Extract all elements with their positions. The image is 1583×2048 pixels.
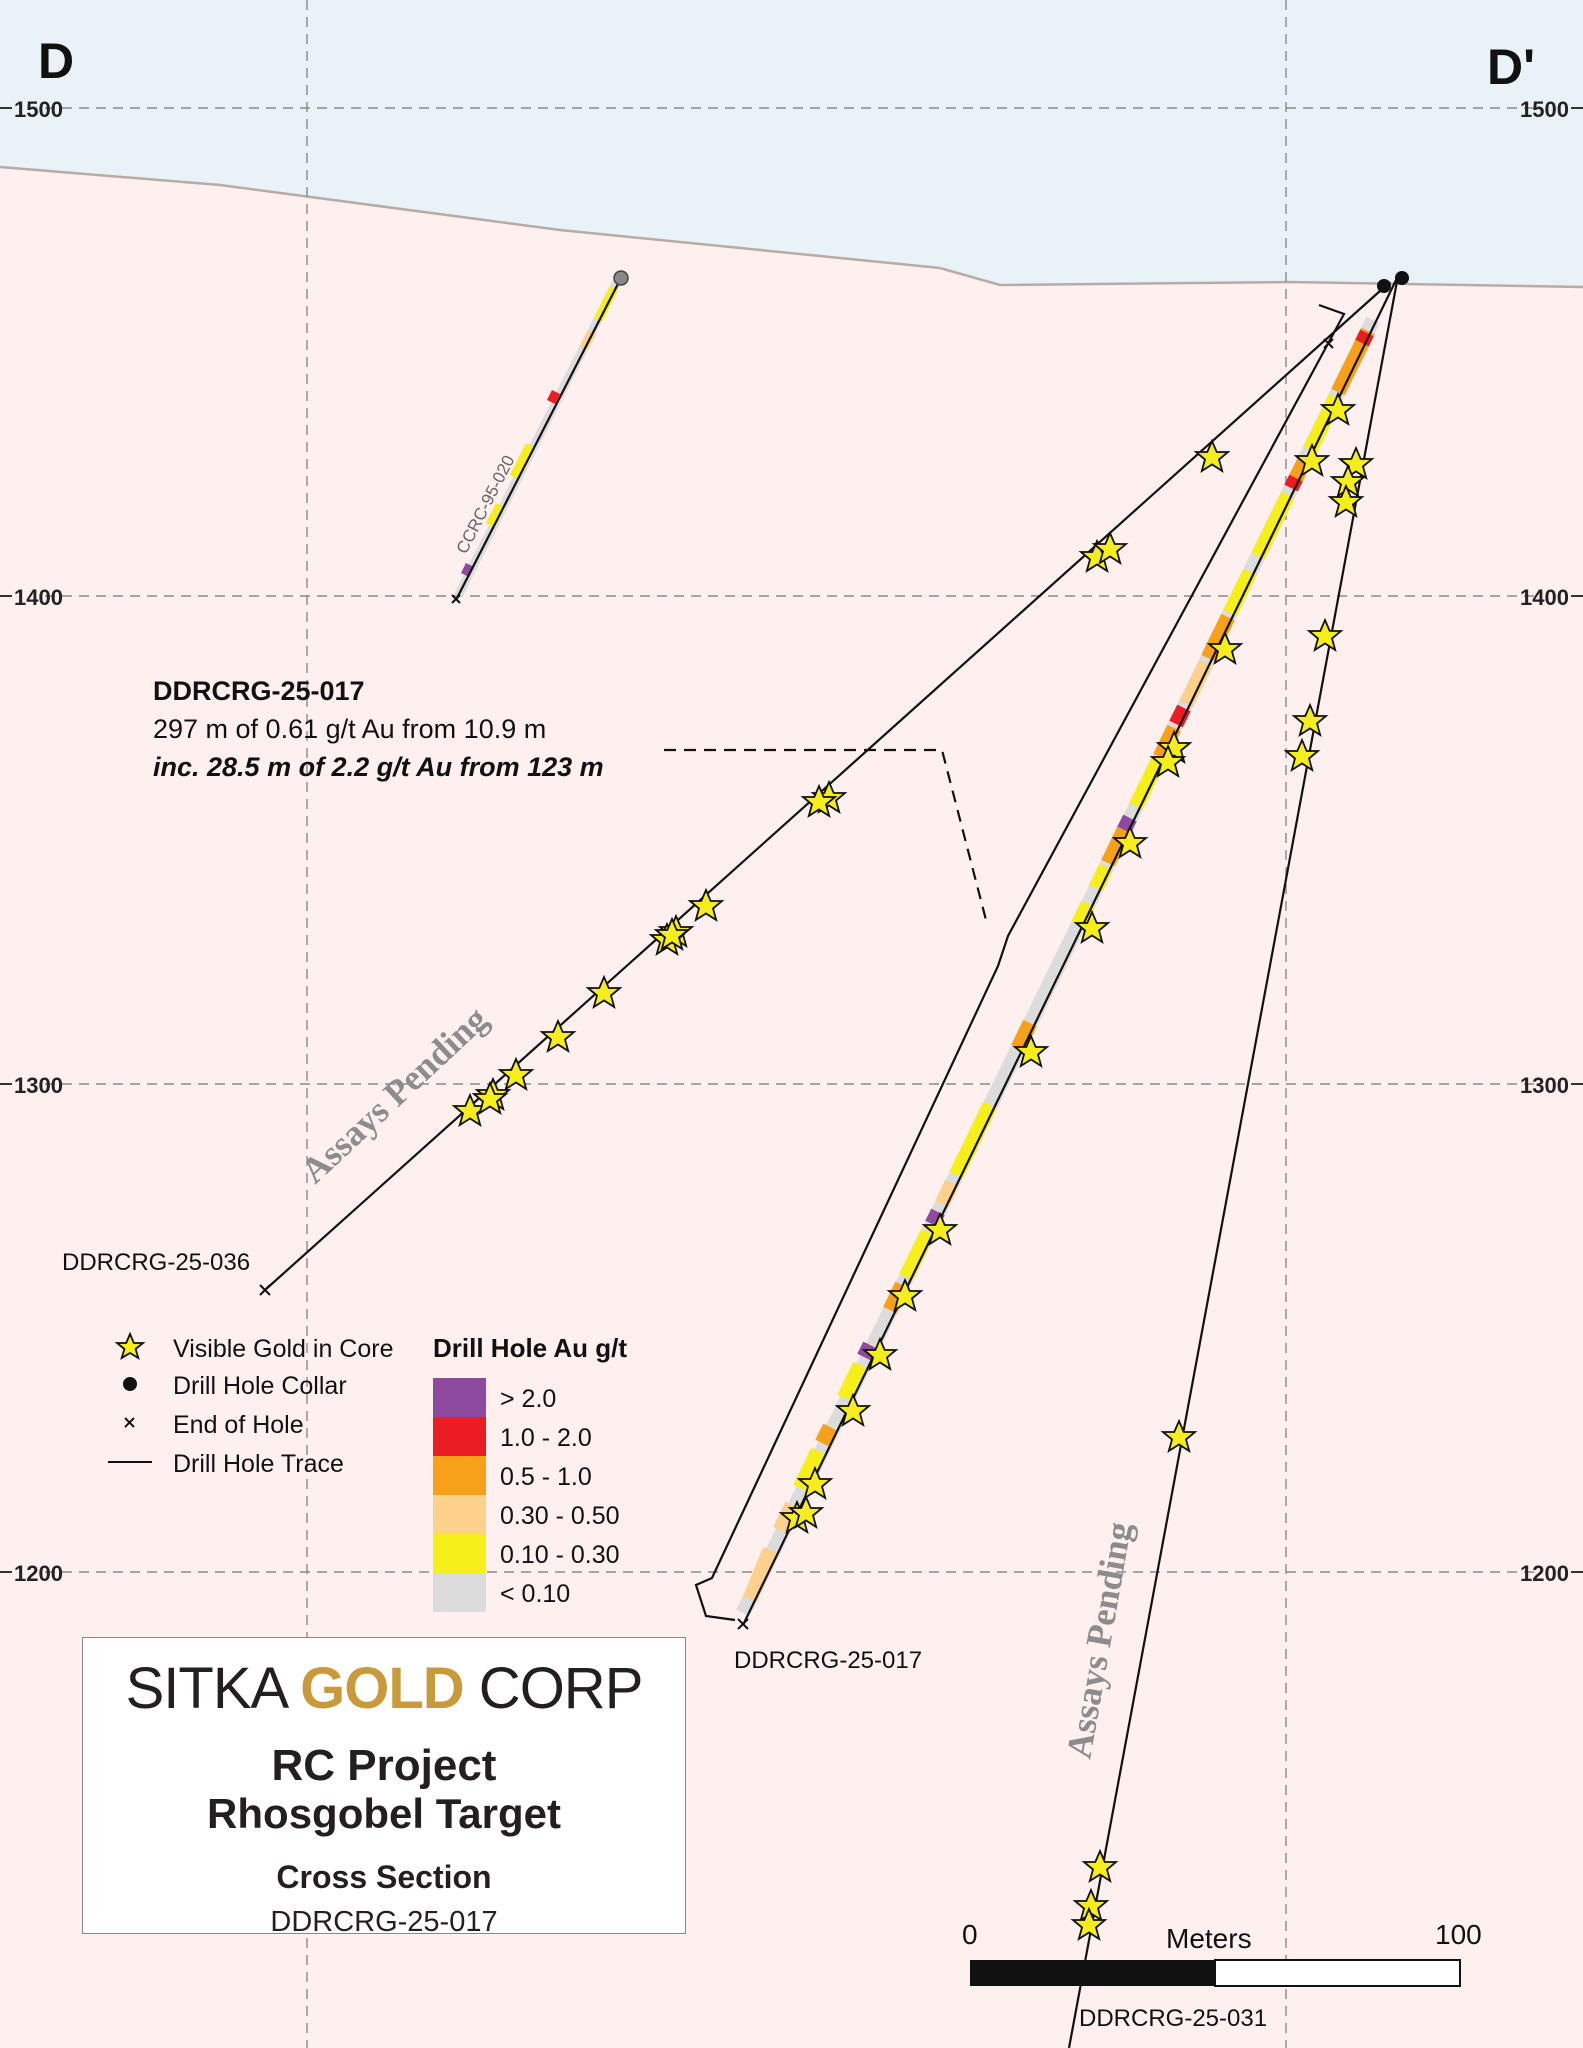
gold-star-marker [497, 1056, 535, 1092]
gold-star-marker [1193, 438, 1231, 474]
grid-ticks [0, 107, 1583, 1573]
gold-star-marker [861, 1336, 899, 1372]
gold-star-marker [1319, 391, 1357, 427]
grade-swatch [433, 1417, 486, 1456]
grade-swatch [433, 1573, 486, 1612]
gold-star-marker [653, 916, 691, 952]
grade-swatch [433, 1378, 486, 1417]
elev-label-right: 1500 [1520, 97, 1569, 122]
gold-star-marker [787, 1494, 825, 1530]
collar-dot-icon [123, 1377, 137, 1391]
elev-label-left: 1400 [14, 585, 63, 610]
gold-star-marker [1327, 483, 1365, 519]
elev-label-left: 1500 [14, 97, 63, 122]
elev-label-right: 1300 [1520, 1073, 1569, 1098]
grade-swatch [433, 1495, 486, 1534]
intercept-line1: 297 m of 0.61 g/t Au from 10.9 m [153, 714, 546, 744]
grade-swatches [433, 1378, 486, 1612]
grade-label: > 2.0 [500, 1385, 556, 1413]
gold-star-marker [1081, 1848, 1119, 1884]
intercept-title: DDRCRG-25-017 [153, 676, 365, 706]
visible-gold-stars [451, 391, 1375, 1942]
grade-label: 0.10 - 0.30 [500, 1541, 620, 1569]
gold-star-marker [1283, 737, 1321, 773]
grade-label: 0.5 - 1.0 [500, 1463, 592, 1491]
section-type: Cross Section [276, 1858, 492, 1895]
gold-star-marker [834, 1392, 872, 1428]
section-hole-id: DDRCRG-25-017 [270, 1905, 498, 1938]
gold-star-marker [1160, 1418, 1198, 1454]
topography-line [0, 165, 1583, 289]
legend-label: End of Hole [173, 1411, 304, 1439]
logo-part: CORP [463, 1656, 644, 1721]
elev-label-left: 1300 [14, 1073, 63, 1098]
intercept-line2: inc. 28.5 m of 2.2 g/t Au from 123 m [153, 752, 604, 782]
scale-bar: 0 Meters 100 [962, 1919, 1482, 1987]
grade-swatch [433, 1534, 486, 1573]
elev-label-left: 1200 [14, 1561, 63, 1586]
legend-label: Visible Gold in Core [173, 1335, 393, 1363]
section-label-right: D' [1487, 39, 1535, 95]
project-name: RC Project [271, 1741, 497, 1790]
grade-label: 0.30 - 0.50 [500, 1502, 620, 1530]
gold-star-marker [796, 1465, 834, 1501]
gold-star-marker [1111, 824, 1149, 860]
gold-star-marker [921, 1211, 959, 1247]
company-logo: SITKA GOLD CORP [83, 1660, 685, 1718]
grade-label: 1.0 - 2.0 [500, 1424, 592, 1452]
sky-area [0, 0, 1583, 287]
legend-label: Drill Hole Collar [173, 1372, 347, 1400]
legend-symbols: Visible Gold in Core Drill Hole Collar E… [108, 1331, 393, 1478]
legend-label: Drill Hole Trace [173, 1450, 344, 1478]
gold-star-marker [1293, 442, 1331, 478]
gold-star-marker [1206, 630, 1244, 666]
end-of-hole-icon [124, 1417, 135, 1428]
gold-star-marker [539, 1018, 577, 1054]
elev-label-right: 1200 [1520, 1561, 1569, 1586]
gold-star-marker [471, 1080, 509, 1116]
gold-star-marker [1073, 909, 1111, 945]
scale-start: 0 [962, 1919, 978, 1950]
gold-star-marker [1070, 1906, 1108, 1942]
trace-ccrc-95-020 [455, 277, 622, 601]
intercept-bracket [694, 303, 1346, 1622]
trace-ddrcrg-25-031 [1067, 275, 1400, 2048]
hole-label-031: DDRCRG-25-031 [1079, 2005, 1267, 2032]
star-icon [114, 1331, 146, 1360]
legend: Visible Gold in Core Drill Hole Collar E… [108, 1331, 627, 1612]
gold-star-marker [687, 887, 725, 923]
grade-swatch [433, 1456, 486, 1495]
logo-gold: GOLD [300, 1656, 465, 1721]
collar-dot [1395, 271, 1409, 285]
title-box: SITKA GOLD CORP RC Project Rhosgobel Tar… [82, 1637, 686, 1938]
collar-dot [1377, 279, 1391, 293]
grade-legend-title: Drill Hole Au g/t [433, 1333, 627, 1363]
collar-dot [613, 270, 629, 286]
hole-label-017: DDRCRG-25-017 [734, 1647, 922, 1674]
gold-star-marker [800, 783, 838, 819]
elev-label-right: 1400 [1520, 585, 1569, 610]
target-name: Rhosgobel Target [207, 1790, 561, 1838]
gold-star-marker [1149, 743, 1187, 779]
gold-star-marker [1012, 1033, 1050, 1069]
gold-star-marker [1306, 617, 1344, 653]
grade-label: < 0.10 [500, 1580, 570, 1608]
end-of-hole-markers [259, 338, 1334, 1630]
gold-star-marker [585, 974, 623, 1010]
gold-star-marker [886, 1277, 924, 1313]
gold-star-marker [1291, 702, 1329, 738]
scale-unit: Meters [1166, 1923, 1252, 1954]
gold-star-marker [1091, 530, 1129, 566]
hole-label-036: DDRCRG-25-036 [62, 1249, 250, 1276]
logo-part: SITKA [125, 1656, 301, 1721]
section-label-left: D [38, 33, 74, 89]
scale-end: 100 [1435, 1919, 1482, 1950]
